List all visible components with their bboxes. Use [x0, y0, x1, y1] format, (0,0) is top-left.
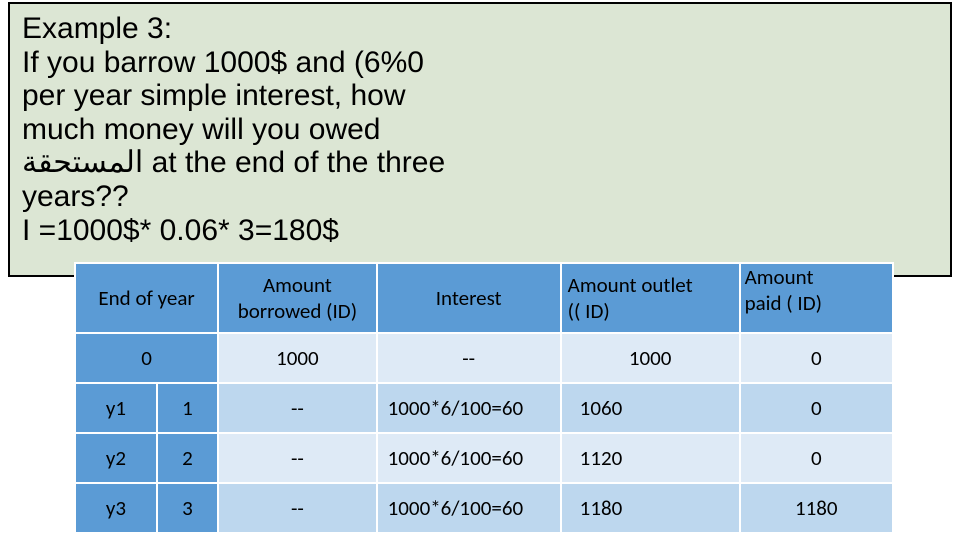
- table-row: 01000--10000: [75, 333, 893, 383]
- cell-year-index: 1: [157, 383, 218, 433]
- example-line-5: years??: [22, 180, 938, 214]
- th-amount-outlet: Amount outlet (( ID): [561, 263, 740, 333]
- cell-borrowed: 1000: [218, 333, 376, 383]
- cell-year-index: 0: [75, 333, 218, 383]
- cell-paid: 0: [740, 333, 893, 383]
- th-outlet-l1: Amount outlet: [568, 272, 693, 298]
- cell-interest: 1000*6/100=60: [377, 483, 561, 533]
- table-row: y11--1000*6/100=6010600: [75, 383, 893, 433]
- cell-outlet: 1060: [561, 383, 740, 433]
- cell-year-index: 3: [157, 483, 218, 533]
- cell-interest: 1000*6/100=60: [377, 433, 561, 483]
- table-row: y33--1000*6/100=6011801180: [75, 483, 893, 533]
- table-body: 01000--10000y11--1000*6/100=6010600y22--…: [75, 333, 893, 533]
- example-line-3: much money will you owed: [22, 113, 938, 147]
- cell-year-index: 2: [157, 433, 218, 483]
- cell-outlet: 1120: [561, 433, 740, 483]
- th-amount-borrowed: Amount borrowed (ID): [218, 263, 376, 333]
- example-line-2: per year simple interest, how: [22, 79, 938, 113]
- cell-year-label: y1: [75, 383, 157, 433]
- example-line-4: المستحقة at the end of the three: [22, 146, 938, 180]
- example-line-1: If you barrow 1000$ and (6%0: [22, 46, 938, 80]
- table-header-row: End of year Amount borrowed (ID) Interes…: [75, 263, 893, 333]
- table-row: y22--1000*6/100=6011200: [75, 433, 893, 483]
- th-outlet-l2: (( ID): [568, 298, 610, 324]
- cell-interest: --: [377, 333, 561, 383]
- cell-paid: 0: [740, 383, 893, 433]
- cell-paid: 0: [740, 433, 893, 483]
- example-box: Example 3: If you barrow 1000$ and (6%0 …: [8, 2, 952, 277]
- cell-year-label: y3: [75, 483, 157, 533]
- cell-borrowed: --: [218, 383, 376, 433]
- th-interest: Interest: [377, 263, 561, 333]
- example-line-6: I =1000$* 0.06* 3=180$: [22, 214, 938, 248]
- cell-outlet: 1000: [561, 333, 740, 383]
- interest-table-container: End of year Amount borrowed (ID) Interes…: [74, 262, 894, 534]
- th-amount-paid: Amount paid ( ID): [740, 263, 893, 333]
- cell-outlet: 1180: [561, 483, 740, 533]
- th-end-of-year: End of year: [75, 263, 218, 333]
- cell-year-label: y2: [75, 433, 157, 483]
- th-paid-l0: Amount: [745, 264, 814, 290]
- cell-interest: 1000*6/100=60: [377, 383, 561, 433]
- cell-borrowed: --: [218, 433, 376, 483]
- th-paid-l1: paid ( ID): [745, 290, 822, 316]
- interest-table: End of year Amount borrowed (ID) Interes…: [74, 262, 894, 534]
- cell-paid: 1180: [740, 483, 893, 533]
- example-line-0: Example 3:: [22, 12, 938, 46]
- cell-borrowed: --: [218, 483, 376, 533]
